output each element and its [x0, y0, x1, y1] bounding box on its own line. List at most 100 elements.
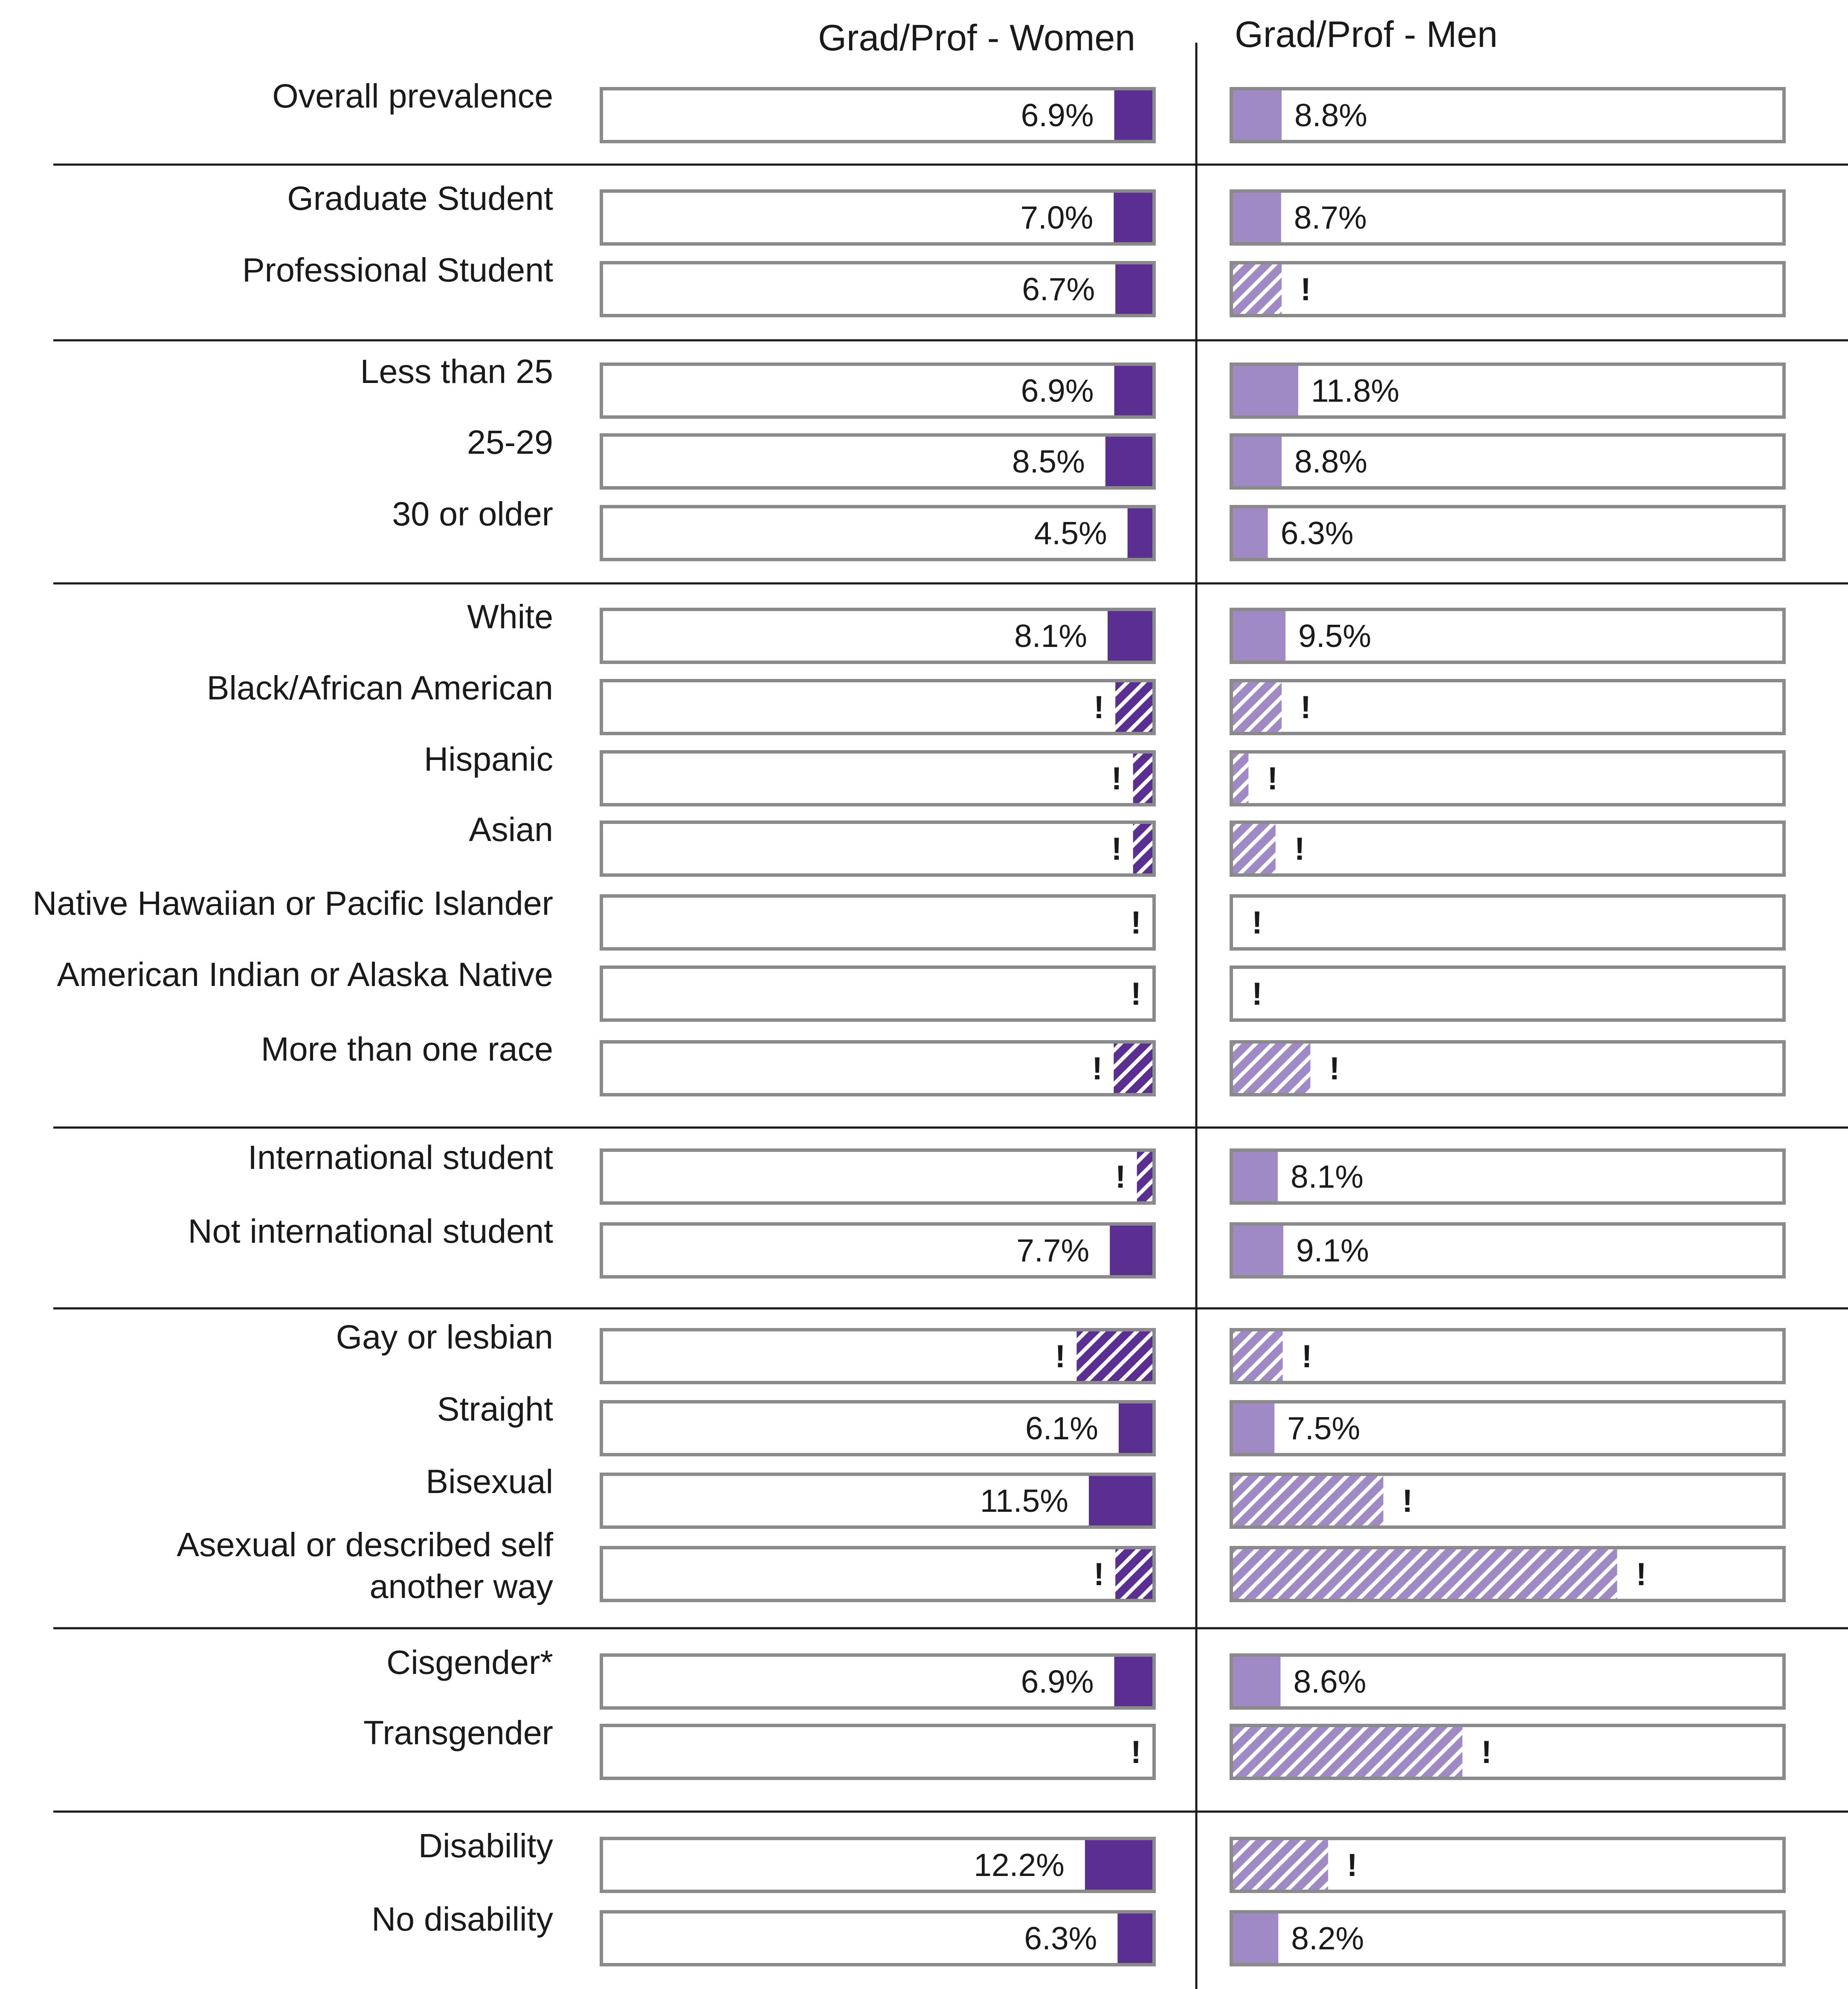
column-header-women: Grad/Prof - Women: [818, 17, 1135, 58]
men-bar-frame: [1230, 1222, 1786, 1279]
women-suppressed-marker: !: [1094, 1556, 1104, 1592]
women-bar-frame: [600, 966, 1156, 1022]
women-bar: [1115, 682, 1152, 732]
row-label: Hispanic: [424, 740, 553, 778]
men-suppressed-marker: !: [1329, 1050, 1340, 1086]
row-label: More than one race: [261, 1030, 553, 1068]
women-bar-frame: [600, 1040, 1156, 1096]
row-label: another way: [370, 1567, 554, 1605]
women-bar-frame: [600, 505, 1156, 561]
women-suppressed-marker: !: [1115, 1159, 1126, 1195]
men-bar: [1233, 1403, 1275, 1453]
row-label: Straight: [437, 1390, 553, 1428]
women-value-label: 6.7%: [1022, 271, 1095, 307]
women-bar-frame: [600, 1148, 1156, 1205]
women-value-label: 6.1%: [1025, 1410, 1098, 1446]
row-label: Black/African American: [207, 669, 553, 707]
women-value-label: 8.5%: [1012, 444, 1085, 479]
men-suppressed-marker: !: [1300, 689, 1311, 725]
men-bar: [1233, 508, 1268, 558]
men-bar-frame: [1230, 189, 1786, 246]
women-bar: [1127, 508, 1152, 558]
row-label: Disability: [418, 1827, 554, 1864]
women-suppressed-marker: !: [1131, 1734, 1141, 1770]
men-bar: [1233, 1657, 1281, 1706]
row-label: Asian: [469, 810, 553, 848]
women-bar-frame: [600, 433, 1156, 490]
men-bar-frame: [1230, 433, 1786, 490]
women-suppressed-marker: !: [1055, 1338, 1065, 1374]
women-bar-frame: [600, 750, 1156, 806]
women-bar: [1110, 1226, 1152, 1275]
women-value-label: 6.9%: [1021, 373, 1094, 409]
women-bar: [1117, 1914, 1152, 1963]
men-value-label: 6.3%: [1281, 515, 1354, 551]
men-bar: [1233, 1914, 1279, 1963]
women-bar: [1114, 366, 1152, 415]
women-suppressed-marker: !: [1131, 976, 1141, 1012]
men-bar-frame: [1230, 966, 1786, 1022]
men-value-label: 8.2%: [1291, 1920, 1364, 1956]
row-label: Native Hawaiian or Pacific Islander: [32, 884, 553, 922]
row-label: Less than 25: [360, 352, 553, 390]
men-bar: [1233, 1226, 1283, 1275]
men-bar-frame: [1230, 679, 1786, 735]
women-bar: [1085, 1840, 1152, 1890]
men-bar-frame: [1230, 1910, 1786, 1966]
women-bar-frame: [600, 1546, 1156, 1602]
women-bar: [1114, 193, 1152, 242]
row-label: Bisexual: [426, 1462, 553, 1500]
row-label: Professional Student: [242, 251, 553, 289]
men-suppressed-marker: !: [1481, 1734, 1492, 1770]
women-bar: [1108, 611, 1152, 661]
men-value-label: 8.8%: [1294, 97, 1367, 133]
row-label: No disability: [371, 1900, 553, 1938]
men-bar: [1233, 264, 1282, 314]
column-header-men: Grad/Prof - Men: [1235, 14, 1498, 55]
women-bar-frame: [600, 189, 1156, 246]
women-bar: [1115, 264, 1152, 314]
women-bar-frame: [600, 362, 1156, 419]
women-value-label: 7.7%: [1016, 1232, 1089, 1268]
women-bar: [1115, 1549, 1152, 1599]
women-bar: [1076, 1331, 1152, 1381]
women-suppressed-marker: !: [1092, 1050, 1102, 1086]
women-bar-frame: [600, 608, 1156, 664]
men-bar: [1233, 1331, 1283, 1381]
men-value-label: 8.1%: [1291, 1159, 1364, 1195]
women-bar: [1114, 1657, 1152, 1706]
men-suppressed-marker: !: [1347, 1847, 1358, 1883]
men-bar: [1233, 437, 1282, 486]
men-suppressed-marker: !: [1294, 831, 1305, 867]
men-bar-frame: [1230, 261, 1786, 317]
row-label: Gay or lesbian: [336, 1318, 553, 1356]
men-suppressed-marker: !: [1402, 1483, 1413, 1519]
men-suppressed-marker: !: [1636, 1556, 1647, 1592]
men-bar: [1233, 1152, 1278, 1201]
women-bar-frame: [600, 1222, 1156, 1279]
women-value-label: 6.9%: [1021, 1664, 1094, 1699]
men-bar: [1233, 611, 1286, 661]
men-bar-frame: [1230, 505, 1786, 561]
men-bar-frame: [1230, 821, 1786, 877]
women-suppressed-marker: !: [1111, 831, 1122, 867]
men-bar: [1233, 1476, 1384, 1525]
men-bar-frame: [1230, 1148, 1786, 1205]
men-bar-frame: [1230, 1653, 1786, 1710]
women-value-label: 7.0%: [1020, 200, 1093, 235]
women-bar-frame: [600, 821, 1156, 877]
women-bar: [1105, 437, 1152, 486]
men-bar: [1233, 1840, 1328, 1890]
men-bar-frame: [1230, 1040, 1786, 1096]
women-bar-frame: [600, 1653, 1156, 1710]
men-bar: [1233, 682, 1282, 732]
row-label: Not international student: [188, 1212, 553, 1250]
row-label: 30 or older: [392, 495, 553, 533]
row-label: 25-29: [467, 423, 553, 461]
men-value-label: 7.5%: [1287, 1410, 1360, 1446]
women-bar: [1114, 1044, 1152, 1093]
chart-rows: Overall prevalence 6.9% 8.8% Graduate Stude…: [32, 77, 1848, 1966]
men-bar-frame: [1230, 362, 1786, 419]
women-bar: [1133, 754, 1152, 803]
